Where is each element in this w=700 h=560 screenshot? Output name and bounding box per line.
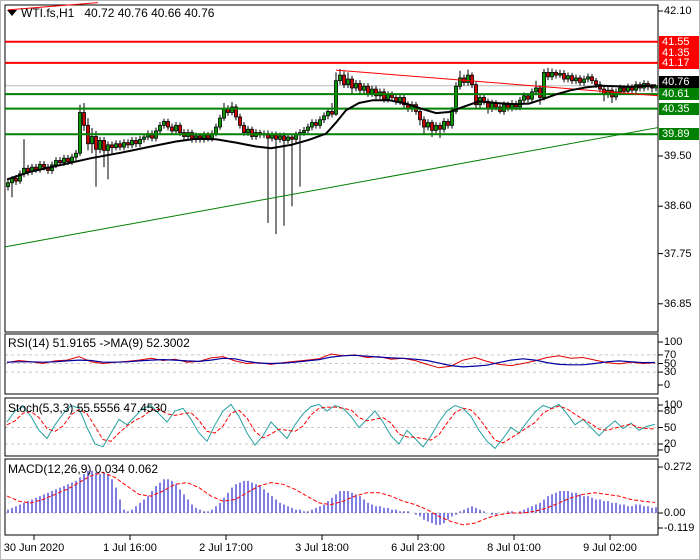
time-tick-label: 9 Jul 02:00 — [583, 542, 637, 554]
price-tick-label: 37.75 — [664, 248, 692, 260]
price-tick-label: 42.10 — [664, 5, 692, 17]
time-axis[interactable]: 30 Jun 2020 1 Jul 16:00 2 Jul 17:00 3 Jul 1… — [1, 535, 659, 559]
macd-tick-label: 0.00 — [664, 507, 686, 519]
price-tick-label: 36.85 — [664, 298, 692, 310]
time-tick-label: 2 Jul 17:00 — [199, 542, 253, 554]
price-tick-label: 38.60 — [664, 200, 692, 212]
trendlines — [4, 2, 659, 248]
macd-tick-label: 0.272 — [664, 461, 692, 473]
rsi-tick-label: 100 — [664, 336, 683, 348]
price-axis[interactable]: 42.10 39.50 38.60 37.75 36.85 41.55 41.35 41.17… — [658, 1, 699, 535]
rsi-tick-label: 30 — [664, 366, 677, 378]
axis-tick-marks — [33, 10, 663, 540]
price-flag-40.35: 40.35 — [659, 103, 699, 115]
time-tick-label: 6 Jul 23:00 — [391, 542, 445, 554]
stoch-tick-label: 80 — [664, 405, 677, 417]
rsi-indicator-label: RSI(14) 51.9165 ->MA(9) 52.3002 — [8, 336, 190, 350]
ma-line — [6, 84, 657, 181]
macd-indicator-label: MACD(12,26,9) 0.034 0.062 — [8, 462, 159, 476]
stoch-tick-label: 100 — [664, 399, 683, 411]
time-tick-label: 8 Jul 01:00 — [487, 542, 541, 554]
chart-ohlc-values: 40.72 40.76 40.66 40.76 — [84, 6, 215, 20]
stoch-window[interactable] — [4, 397, 659, 457]
chart-title: WTI.fs,H1 40.72 40.76 40.66 40.76 — [21, 6, 214, 20]
time-tick-label: 30 Jun 2020 — [3, 542, 65, 554]
rsi-tick-label: 50 — [664, 358, 677, 370]
time-tick-label: 1 Jul 16:00 — [103, 542, 157, 554]
main-chart-window[interactable] — [4, 4, 659, 333]
price-flag-41.55: 41.55 — [659, 36, 699, 48]
rsi-tick-label: 0 — [664, 379, 671, 391]
price-flag-40.61: 40.61 — [659, 88, 699, 100]
stoch-tick-label: 0 — [664, 444, 671, 456]
rsi-window[interactable] — [4, 333, 659, 395]
stoch-tick-label: 50 — [664, 422, 677, 434]
macd-tick-label: -0.119 — [664, 522, 695, 534]
rsi-tick-label: 70 — [664, 349, 677, 361]
price-flag-41.17: 41.17 — [659, 57, 699, 69]
price-tick-label: 39.50 — [664, 150, 692, 162]
macd-window[interactable] — [4, 458, 659, 536]
price-flag-41.35: 41.35 — [659, 47, 699, 59]
symbol-marker-icon — [7, 10, 17, 16]
support-resistance-lines — [5, 40, 658, 136]
time-tick-label: 3 Jul 18:00 — [295, 542, 349, 554]
price-flag-39.89: 39.89 — [659, 128, 699, 140]
stoch-indicator-label: Stoch(5,3,3) 55.5556 47.4530 — [8, 401, 167, 415]
price-flag-40.76: 40.76 — [659, 76, 699, 88]
stoch-tick-label: 20 — [664, 438, 677, 450]
chart-symbol-period: WTI.fs,H1 — [21, 6, 75, 20]
